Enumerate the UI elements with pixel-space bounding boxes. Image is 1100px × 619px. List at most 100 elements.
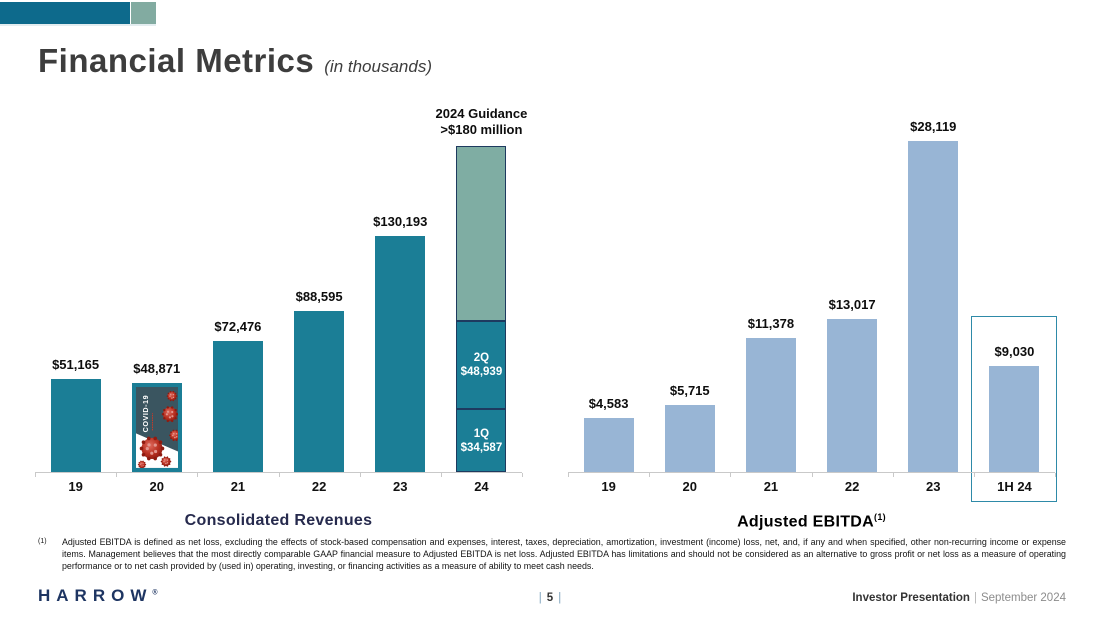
- x-axis-label-20: 20: [682, 479, 697, 494]
- bar-19: [583, 418, 634, 472]
- bar-slot-1h-24: $9,030: [971, 315, 1058, 502]
- bar-22: [827, 318, 878, 472]
- x-axis-label-20: 20: [149, 479, 164, 494]
- bar-22: [294, 311, 345, 472]
- axis-tick: [116, 473, 118, 477]
- revenues-x-axis: 19 20 21 22 23 24: [35, 472, 523, 505]
- bar-slot-21: $11,378: [730, 316, 811, 472]
- header-sage-square: [131, 2, 156, 24]
- page-number-left-pipe: |: [538, 592, 542, 604]
- x-axis-label-22: 22: [311, 479, 327, 494]
- header-accent-bars: [0, 2, 156, 26]
- axis-tick: [649, 473, 651, 477]
- page-number-right-pipe: |: [558, 592, 562, 604]
- axis-tick: [278, 473, 280, 477]
- axis-tick: [730, 473, 732, 477]
- x-axis-label-19: 19: [68, 479, 83, 494]
- value-label-22: $88,595: [295, 289, 343, 305]
- x-axis-label-19: 19: [601, 479, 616, 494]
- bar-21: [745, 338, 796, 472]
- bar-segment-guidance-remainder: [456, 145, 507, 321]
- consolidated-revenues-chart: $51,165 COVID-19 $48,871 $72,476 $88,595 $130…: [35, 100, 527, 530]
- axis-tick: [973, 473, 975, 477]
- x-axis-label-1h-24: 1H 24: [997, 479, 1032, 494]
- footer-right: Investor Presentation | September 2024: [852, 592, 1066, 604]
- registered-trademark-icon: ®: [152, 589, 158, 597]
- ebitda-title-text: Adjusted EBITDA: [737, 513, 875, 531]
- footnote-marker: (1): [38, 538, 47, 545]
- axis-tick: [197, 473, 199, 477]
- bar-19: [50, 379, 101, 472]
- footer-separator: |: [973, 592, 977, 604]
- axis-tick: [522, 473, 523, 477]
- bar-slot-20: $5,715: [649, 383, 730, 472]
- value-label-19: $4,583: [588, 396, 629, 412]
- x-axis-label-21: 21: [230, 479, 246, 494]
- axis-tick: [811, 473, 813, 477]
- value-label-21: $11,378: [747, 316, 795, 332]
- value-label-22: $13,017: [828, 296, 876, 312]
- ebitda-title-footnote-ref: (1): [874, 512, 886, 522]
- page-number: 5: [546, 592, 554, 604]
- axis-tick: [359, 473, 361, 477]
- footnote: (1) Adjusted EBITDA is defined as net lo…: [38, 537, 1066, 572]
- axis-tick: [1055, 473, 1056, 477]
- x-axis-label-22: 22: [844, 479, 860, 494]
- stacked-bar-24: 2Q $48,939 1Q $34,587: [456, 145, 507, 472]
- header-teal-bar: [0, 2, 130, 24]
- revenues-plot-area: $51,165 COVID-19 $48,871 $72,476 $88,595 $130…: [35, 100, 527, 472]
- x-axis-label-21: 21: [763, 479, 779, 494]
- bar-20: [664, 404, 715, 472]
- bar-segment-1q: 1Q $34,587: [456, 409, 507, 472]
- footer-date: September 2024: [980, 592, 1066, 604]
- bar-23: [908, 140, 959, 472]
- axis-tick: [440, 473, 442, 477]
- svg-text:COVID-19: COVID-19: [141, 395, 150, 432]
- axis-tick: [568, 473, 569, 477]
- value-label-20: $5,715: [669, 382, 710, 398]
- title-row: Financial Metrics (in thousands): [38, 42, 432, 80]
- value-label-19: $51,165: [52, 357, 100, 373]
- x-axis-label-23: 23: [926, 479, 941, 494]
- ebitda-plot-area: $4,583 $5,715 $11,378 $13,017 $28,119 $9,030: [568, 100, 1058, 502]
- value-label-1h-24: $9,030: [994, 343, 1035, 359]
- page-title: Financial Metrics: [38, 42, 315, 79]
- value-label-23: $130,193: [373, 213, 428, 229]
- segment-label: 1Q $34,587: [460, 427, 503, 454]
- bar-slot-24: 2Q $48,939 1Q $34,587 2024 Guidance >$180 …: [436, 106, 527, 472]
- bar-slot-20: COVID-19 $48,871: [116, 361, 197, 472]
- bar-slot-23: $28,119: [893, 119, 974, 472]
- ebitda-chart-title: Adjusted EBITDA(1): [568, 512, 1055, 531]
- footer-presentation-label: Investor Presentation: [852, 592, 970, 604]
- harrow-logo: HARROW®: [38, 586, 158, 606]
- harrow-logo-text: HARROW: [38, 586, 153, 605]
- bar-slot-21: $72,476: [197, 319, 278, 472]
- axis-tick: [892, 473, 894, 477]
- bar-21: [212, 340, 263, 472]
- axis-tick: [35, 473, 36, 477]
- page-number-indicator: | 5 |: [539, 592, 561, 604]
- x-axis-label-24: 24: [474, 479, 489, 494]
- revenues-chart-title: Consolidated Revenues: [35, 512, 522, 530]
- page-subtitle: (in thousands): [324, 57, 432, 76]
- footnote-text: Adjusted EBITDA is defined as net loss, …: [62, 537, 1066, 571]
- bar-slot-22: $13,017: [812, 297, 893, 472]
- x-axis-label-23: 23: [393, 479, 408, 494]
- bar-segment-2q: 2Q $48,939: [456, 320, 507, 410]
- bar-slot-22: $88,595: [279, 289, 360, 472]
- bar-1h-24: [989, 365, 1040, 472]
- revenues-title-text: Consolidated Revenues: [184, 512, 373, 529]
- adjusted-ebitda-chart: $4,583 $5,715 $11,378 $13,017 $28,119 $9,030 …: [568, 100, 1058, 531]
- value-label-20: $48,871: [133, 361, 181, 377]
- bar-slot-19: $4,583: [568, 396, 649, 472]
- covid-19-image: COVID-19: [135, 387, 178, 468]
- ebitda-x-axis: 19 20 21 22 23 1H 24: [568, 472, 1056, 505]
- guidance-annotation: 2024 Guidance >$180 million: [435, 105, 528, 137]
- value-label-21: $72,476: [214, 318, 262, 334]
- bar-23: [375, 235, 426, 472]
- segment-label: 2Q $48,939: [460, 351, 503, 378]
- bar-slot-23: $130,193: [360, 214, 441, 472]
- bar-20: COVID-19: [131, 383, 182, 472]
- bar-slot-19: $51,165: [35, 357, 116, 472]
